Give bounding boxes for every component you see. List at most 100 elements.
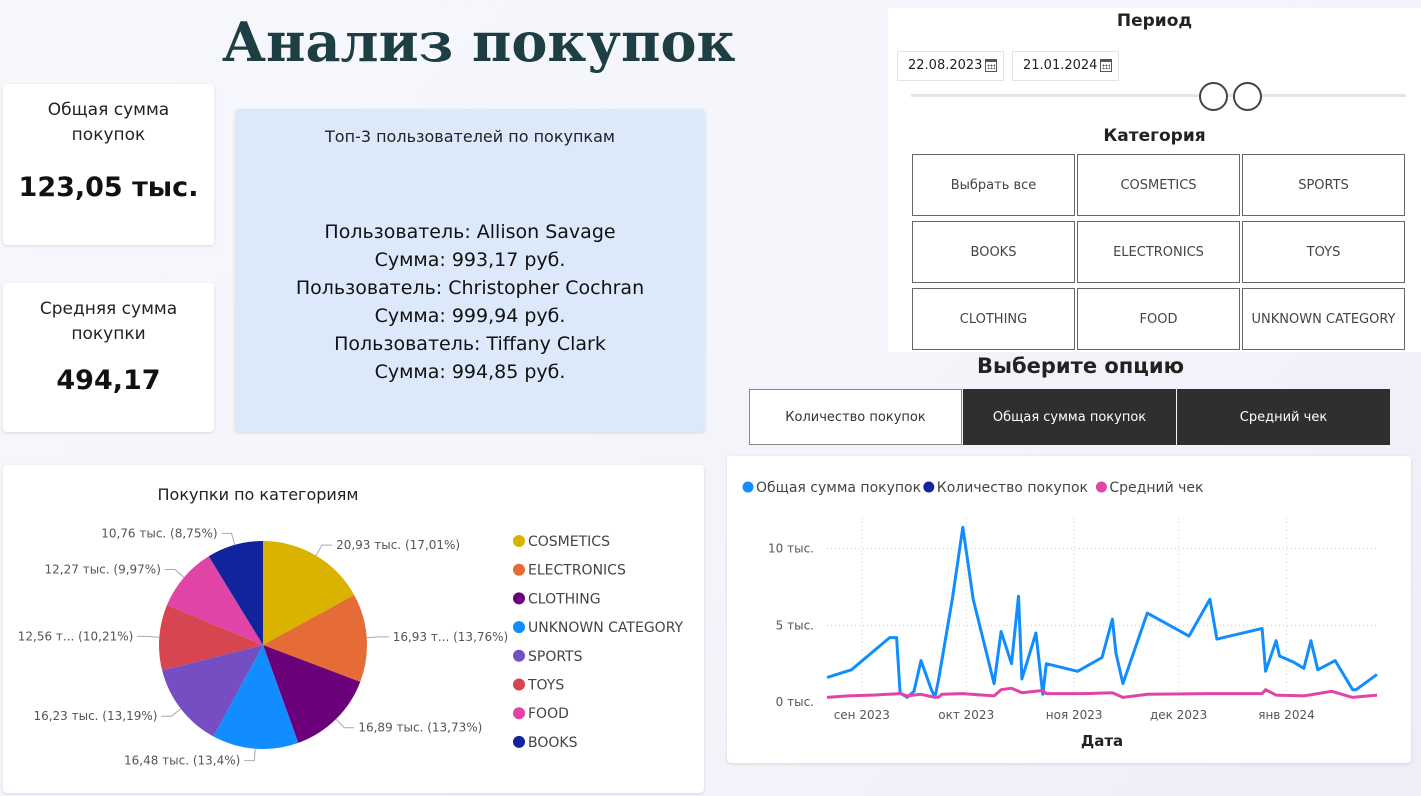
legend-marker xyxy=(513,563,525,576)
pie-chart-card: Покупки по категориям 20,93 тыс. (17,01%… xyxy=(3,465,704,793)
category-toys[interactable]: TOYS xyxy=(1242,221,1405,283)
pie-data-label: 16,89 тыс. (13,73%) xyxy=(358,721,482,735)
pie-slice[interactable] xyxy=(263,645,361,743)
pie-slice[interactable] xyxy=(263,594,368,682)
period-slider-end-handle[interactable] xyxy=(1233,82,1262,111)
category-unknown[interactable]: UNKNOWN CATEGORY xyxy=(1242,288,1405,350)
category-clothing[interactable]: CLOTHING xyxy=(912,288,1075,350)
top3-users-card: Топ-3 пользователей по покупкам Пользова… xyxy=(235,109,705,432)
pie-leader-line xyxy=(164,569,185,578)
legend-marker xyxy=(513,735,525,748)
line-chart-card: Дата Общая сумма покупок Количество покуп… xyxy=(727,456,1411,763)
pie-leader-line xyxy=(221,532,236,546)
pie-leader-line xyxy=(244,748,256,762)
start-date-value: 22.08.2023 xyxy=(908,58,983,73)
kpi-average-label: Средняя сумма покупки xyxy=(39,299,178,344)
x-tick-label: дек 2023 xyxy=(1150,708,1207,722)
legend-marker xyxy=(923,481,935,493)
pie-data-label: 12,27 тыс. (9,97%) xyxy=(45,563,161,577)
kpi-total-card: Общая сумма покупок 123,05 тыс. xyxy=(3,84,214,245)
pie-data-label: 16,23 тыс. (13,19%) xyxy=(33,709,157,723)
pie-slice[interactable] xyxy=(162,645,263,737)
top3-line: Сумма: 999,94 руб. xyxy=(374,305,566,327)
option-count-button[interactable]: Количество покупок xyxy=(749,389,962,445)
category-electronics[interactable]: ELECTRONICS xyxy=(1077,221,1240,283)
legend-label: ELECTRONICS xyxy=(528,563,626,579)
option-average-button[interactable]: Средний чек xyxy=(1177,389,1390,445)
legend-label: COSMETICS xyxy=(528,534,610,550)
option-title: Выберите опцию xyxy=(977,354,1185,378)
y-tick-label: 0 тыс. xyxy=(776,695,814,709)
legend-label: Количество покупок xyxy=(937,480,1088,496)
category-title: Категория xyxy=(1103,126,1206,146)
legend-label: TOYS xyxy=(527,678,564,694)
kpi-total-value: 123,05 тыс. xyxy=(18,172,199,203)
kpi-average-value: 494,17 xyxy=(56,365,161,396)
start-date-input[interactable]: 22.08.2023 xyxy=(897,51,1004,81)
line-chart: Дата Общая сумма покупок Количество покуп… xyxy=(742,480,1378,750)
y-tick-label: 10 тыс. xyxy=(768,542,814,556)
pie-leader-line xyxy=(161,708,182,717)
kpi-average-card: Средняя сумма покупки 494,17 xyxy=(3,283,214,432)
legend-label: BOOKS xyxy=(528,735,578,751)
top3-line: Пользователь: Christopher Cochran xyxy=(295,277,645,299)
end-date-input[interactable]: 21.01.2024 xyxy=(1012,51,1119,81)
top3-header: Топ-3 пользователей по покупкам xyxy=(325,127,615,146)
pie-chart: Покупки по категориям 20,93 тыс. (17,01%… xyxy=(18,485,684,768)
category-select-all[interactable]: Выбрать все xyxy=(912,154,1075,216)
pie-slice[interactable] xyxy=(208,541,263,645)
top3-line: Пользователь: Tiffany Clark xyxy=(334,333,606,355)
top3-line: Сумма: 993,17 руб. xyxy=(374,249,566,271)
pie-leader-line xyxy=(315,544,333,556)
top3-line: Пользователь: Allison Savage xyxy=(324,221,616,243)
filters-panel: Период 22.08.2023 21.01.2024 Категория В… xyxy=(888,8,1421,352)
series-line[interactable] xyxy=(826,686,1378,699)
pie-data-label: 12,56 т... (10,21%) xyxy=(18,629,134,643)
pie-slice[interactable] xyxy=(159,604,263,671)
legend-marker xyxy=(513,621,525,634)
category-cosmetics[interactable]: COSMETICS xyxy=(1077,154,1240,216)
legend-marker xyxy=(513,707,525,720)
legend-label: CLOTHING xyxy=(528,591,601,607)
calendar-icon[interactable] xyxy=(1100,59,1112,72)
pie-data-label: 16,48 тыс. (13,4%) xyxy=(124,754,240,768)
top3-lines: Пользователь: Allison Savage Сумма: 993,… xyxy=(235,218,705,386)
pie-slice[interactable] xyxy=(213,645,299,749)
legend-label: FOOD xyxy=(528,706,569,722)
kpi-total-label: Общая сумма покупок xyxy=(47,100,170,145)
end-date-value: 21.01.2024 xyxy=(1023,58,1098,73)
pie-data-label: 20,93 тыс. (17,01%) xyxy=(336,538,460,552)
top3-line: Сумма: 994,85 руб. xyxy=(374,361,566,383)
x-tick-label: ноя 2023 xyxy=(1046,708,1103,722)
x-axis-label: Дата xyxy=(1081,732,1123,750)
pie-chart-title: Покупки по категориям xyxy=(158,485,359,504)
pie-leader-line xyxy=(137,635,160,638)
series-line[interactable] xyxy=(826,525,1378,699)
x-tick-label: янв 2024 xyxy=(1258,708,1315,722)
option-total-button[interactable]: Общая сумма покупок xyxy=(963,389,1176,445)
y-tick-label: 5 тыс. xyxy=(776,618,814,632)
category-books[interactable]: BOOKS xyxy=(912,221,1075,283)
legend-label: Средний чек xyxy=(1109,480,1203,496)
legend-label: SPORTS xyxy=(528,649,583,665)
pie-leader-line xyxy=(366,636,389,639)
legend-label: Общая сумма покупок xyxy=(756,480,921,496)
legend-marker xyxy=(513,592,525,605)
period-title: Период xyxy=(1116,11,1193,31)
pie-leader-line xyxy=(335,718,355,729)
category-sports[interactable]: SPORTS xyxy=(1242,154,1405,216)
x-tick-label: сен 2023 xyxy=(834,708,890,722)
period-slider-track[interactable] xyxy=(911,94,1406,97)
legend-label: UNKNOWN CATEGORY xyxy=(528,620,684,636)
pie-slice[interactable] xyxy=(167,556,263,645)
legend-marker xyxy=(513,649,525,662)
legend-marker xyxy=(742,481,754,493)
legend-marker xyxy=(513,535,525,547)
calendar-icon[interactable] xyxy=(985,59,997,72)
period-slider-start-handle[interactable] xyxy=(1199,82,1228,111)
legend-marker xyxy=(1095,481,1107,493)
page-title: Анализ покупок xyxy=(222,10,736,74)
category-food[interactable]: FOOD xyxy=(1077,288,1240,350)
pie-slice[interactable] xyxy=(263,541,355,645)
legend-marker xyxy=(513,678,525,691)
